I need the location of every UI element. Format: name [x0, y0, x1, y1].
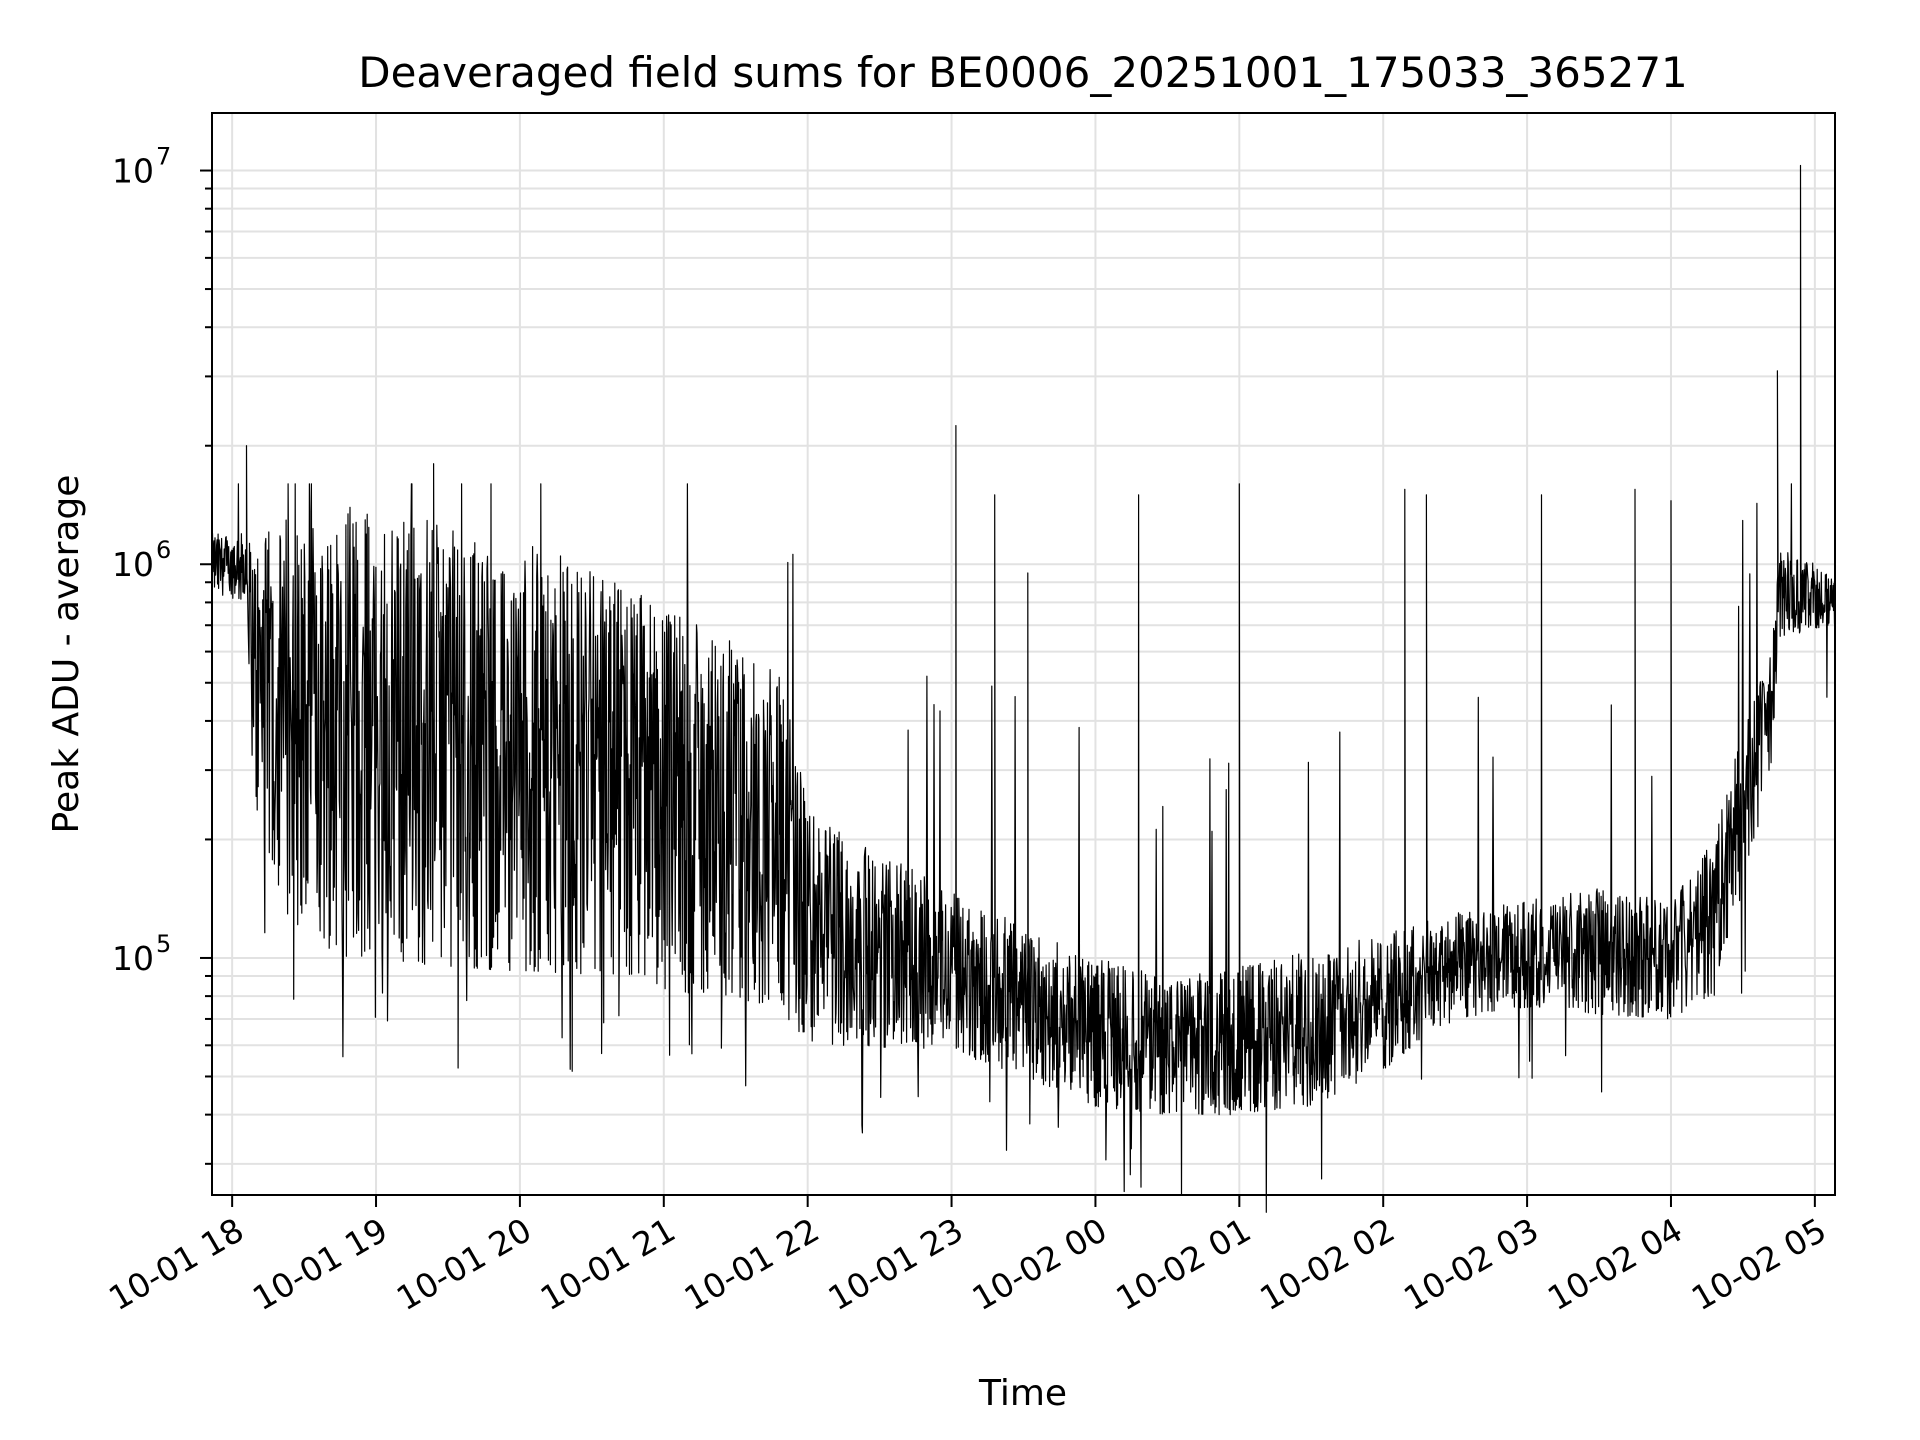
data-series-line: [211, 164, 1836, 1213]
x-axis-label: Time: [978, 1373, 1067, 1414]
x-tick-label: 10-02 00: [965, 1210, 1113, 1318]
y-tick-label: 10: [112, 152, 154, 191]
x-tick-label: 10-02 05: [1685, 1210, 1833, 1318]
y-tick-label: 10: [112, 939, 154, 978]
x-tick-label: 10-01 21: [534, 1210, 682, 1318]
x-tick-label: 10-01 23: [822, 1210, 970, 1318]
y-tick-exponent: 5: [156, 930, 171, 958]
x-tick-label: 10-01 20: [390, 1210, 538, 1318]
x-tick-label: 10-02 01: [1109, 1210, 1257, 1318]
y-axis-label: Peak ADU - average: [46, 475, 87, 834]
x-tick-label: 10-02 03: [1397, 1210, 1545, 1318]
plot-frame: [211, 112, 1836, 1196]
x-tick-label: 10-02 02: [1253, 1210, 1401, 1318]
y-tick-exponent: 6: [156, 536, 171, 564]
x-tick-label: 10-01 19: [246, 1210, 394, 1318]
chart-title: Deaveraged field sums for BE0006_2025100…: [358, 48, 1688, 97]
y-tick-label: 10: [112, 545, 154, 584]
x-tick-label: 10-02 04: [1541, 1210, 1689, 1318]
x-tick-label: 10-01 18: [102, 1210, 250, 1318]
x-tick-label: 10-01 22: [678, 1210, 826, 1318]
y-tick-exponent: 7: [156, 143, 171, 171]
